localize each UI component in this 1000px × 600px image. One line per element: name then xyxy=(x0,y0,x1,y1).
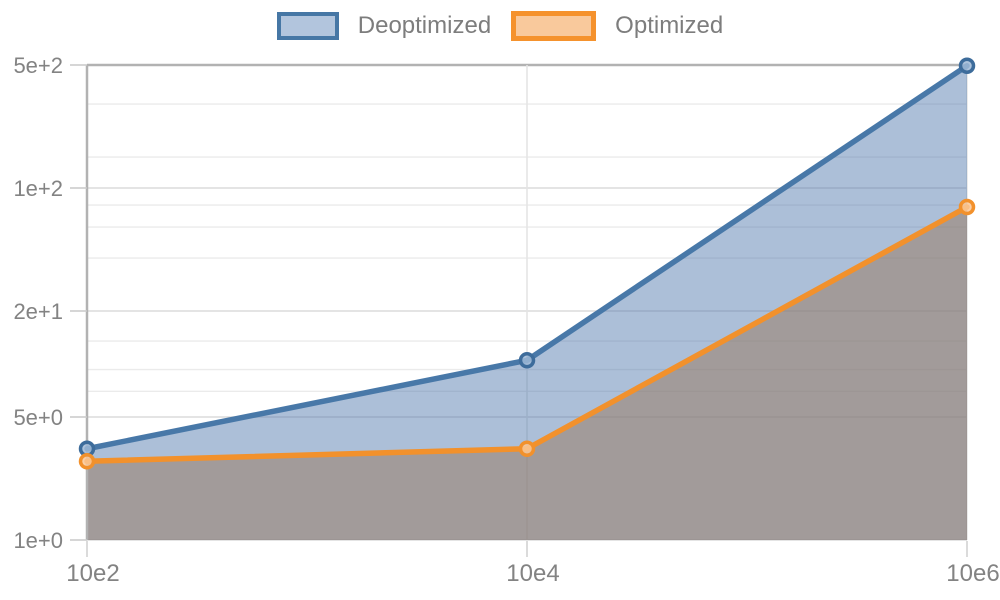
x-tick-label: 10e2 xyxy=(66,560,119,587)
marker-deoptimized[interactable] xyxy=(518,352,536,369)
x-tick-label: 10e6 xyxy=(946,560,999,587)
marker-deoptimized[interactable] xyxy=(958,57,976,75)
marker-optimized[interactable] xyxy=(78,453,96,470)
x-tick-label: 10e4 xyxy=(506,560,559,587)
legend-label-optimized: Optimized xyxy=(615,12,724,39)
y-tick-label: 5e+2 xyxy=(13,53,63,78)
y-tick-label: 1e+2 xyxy=(13,176,63,201)
y-tick-label: 5e+0 xyxy=(13,405,63,430)
optimized-swatch-icon xyxy=(511,11,597,41)
legend-item-deoptimized[interactable]: Deoptimized xyxy=(276,12,492,40)
marker-optimized[interactable] xyxy=(958,198,976,216)
legend: Deoptimized Optimized xyxy=(0,11,1000,41)
deoptimized-swatch-icon xyxy=(276,12,339,40)
marker-optimized[interactable] xyxy=(518,440,536,457)
y-tick-label: 1e+0 xyxy=(13,528,63,553)
legend-item-optimized[interactable]: Optimized xyxy=(511,11,723,41)
legend-label-deoptimized: Deoptimized xyxy=(357,12,492,39)
y-tick-label: 2e+1 xyxy=(13,299,63,324)
